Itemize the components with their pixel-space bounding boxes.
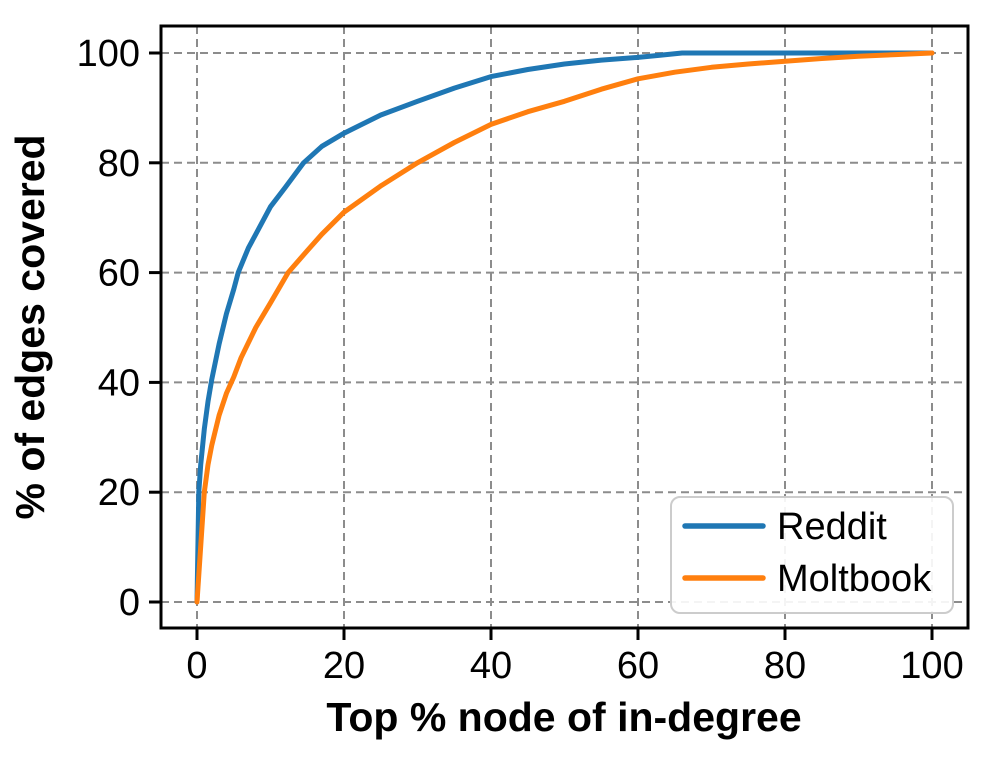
series-lines	[194, 50, 935, 605]
series-line-moltbook	[194, 50, 935, 605]
y-tick-label: 100	[77, 33, 140, 75]
tick-labels: 0 20 40 60 80 100 0 20 40 60 80 100	[77, 33, 964, 687]
series-line-reddit	[194, 50, 935, 605]
x-tick-label: 0	[186, 645, 207, 687]
legend-label-reddit: Reddit	[777, 506, 887, 548]
y-axis-label: % of edges covered	[7, 134, 53, 519]
x-tick-label: 100	[900, 645, 963, 687]
y-tick-label: 0	[119, 582, 140, 624]
x-tick-label: 40	[470, 645, 512, 687]
legend-label-moltbook: Moltbook	[777, 558, 932, 600]
axes-spines	[159, 24, 970, 630]
x-tick-label: 80	[764, 645, 806, 687]
x-tick-label: 20	[323, 645, 365, 687]
legend: Reddit Moltbook	[670, 496, 954, 614]
tick-marks	[149, 51, 934, 640]
y-tick-label: 60	[98, 253, 140, 295]
y-tick-label: 40	[98, 362, 140, 404]
y-tick-label: 20	[98, 472, 140, 514]
x-axis-label: Top % node of in-degree	[326, 694, 801, 740]
y-tick-label: 80	[98, 143, 140, 185]
x-tick-label: 60	[617, 645, 659, 687]
